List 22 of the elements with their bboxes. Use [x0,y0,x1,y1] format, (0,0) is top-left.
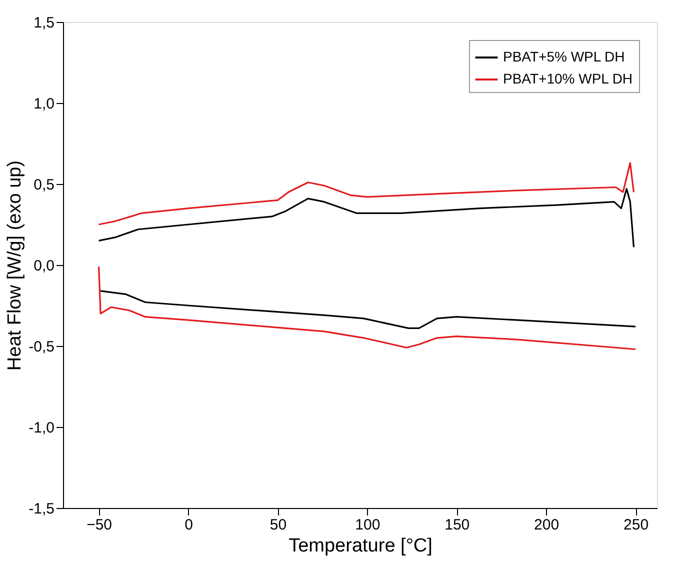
y-tick-label: 1,5 [34,14,54,32]
x-tick-label: 250 [624,516,649,534]
x-tick-label: 0 [184,516,193,534]
y-tick-label: 0,0 [34,258,54,274]
legend-label: PBAT+5% WPL DH [503,48,625,64]
x-tick-label: 200 [534,516,560,534]
legend-label: PBAT+10% WPL DH [503,70,633,86]
x-axis-title: Temperature [°C] [288,536,432,556]
y-tick-label: 1,0 [34,96,54,112]
y-axis-title: Heat Flow [W/g] (exo up) [4,160,26,371]
y-tick-label: -1,5 [28,500,54,518]
y-tick-label: -1,0 [28,420,54,436]
line-series [98,162,635,226]
y-tick-label: 0,5 [34,176,54,194]
line-series [98,188,635,248]
x-tick-label: 150 [444,516,470,534]
x-tick-label: 50 [270,516,287,534]
y-tick-label: -0,5 [28,338,54,356]
x-tick-label: 100 [355,516,380,534]
x-tick-label: −50 [86,516,112,534]
line-series [100,290,636,329]
line-series [98,266,636,350]
